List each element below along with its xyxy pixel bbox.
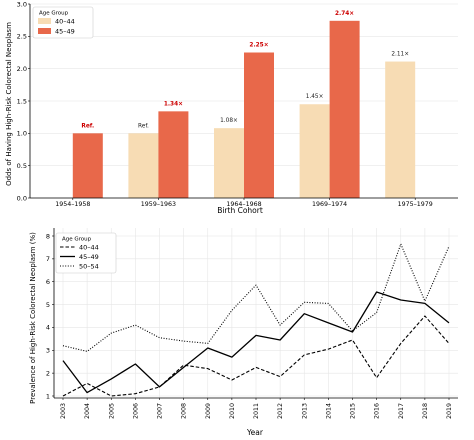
line-xtick-label: 2013 — [301, 403, 308, 419]
line-xtick-label: 2015 — [350, 403, 357, 419]
line-xtick-label: 2006 — [132, 403, 139, 419]
bar-ytick-label: 0.5 — [17, 162, 27, 170]
line-xtick-label: 2016 — [374, 403, 381, 419]
bar-legend-swatch-40-44 — [38, 18, 51, 24]
line-series-40-44 — [62, 315, 450, 397]
line-xtick-label: 2012 — [277, 403, 284, 419]
line-xtick-label: 2009 — [205, 403, 212, 419]
bar-ytick-label: 1.0 — [17, 130, 27, 138]
bar-chart-panel: Ref. Ref. 1.34× 1.08× 2.25× 1.45× 2.74× 2.11× 0… — [5, 0, 458, 215]
line-legend-label-50-54: 50–54 — [79, 263, 99, 271]
bar-45-49-1954-1958 — [72, 133, 103, 198]
bar-data-label: 2.74× — [335, 11, 354, 17]
line-chart-grid — [54, 228, 458, 398]
bar-data-label: Ref. — [81, 123, 94, 129]
bar-legend-label-45-49: 45–49 — [55, 28, 75, 36]
bar-chart-xlabel: Birth Cohort — [217, 206, 263, 215]
bar-45-49-1959-1963 — [158, 111, 189, 198]
line-xtick-label: 2018 — [422, 403, 429, 419]
line-xtick-label: 2003 — [60, 403, 67, 419]
bar-xtick-label: 1964–1968 — [226, 201, 261, 208]
bar-45-49-1969-1974 — [329, 20, 360, 198]
bar-40-44-1975-1979 — [385, 61, 416, 199]
line-series-45-49 — [62, 291, 450, 394]
line-xtick-label: 2007 — [157, 403, 164, 419]
bar-data-label: 2.11× — [391, 52, 409, 58]
bar-45-49-1964-1968 — [244, 52, 274, 198]
line-xtick-label: 2011 — [253, 403, 260, 419]
bar-ytick-label: 2.5 — [17, 33, 27, 41]
bar-legend-label-40-44: 40–44 — [55, 18, 75, 26]
line-xtick-label: 2014 — [325, 403, 332, 419]
bar-xtick-label: 1969–1974 — [312, 201, 347, 208]
line-xtick-label: 2017 — [398, 403, 405, 419]
bar-ytick-label: 0.0 — [17, 194, 27, 202]
bar-data-label: 2.25× — [249, 43, 268, 49]
bar-xtick-label: 1954–1958 — [55, 201, 90, 208]
line-xtick-label: 2008 — [181, 403, 188, 419]
line-xtick-label: 2004 — [84, 403, 91, 419]
line-xtick-label: 2010 — [229, 403, 236, 419]
bar-data-label: 1.34× — [164, 101, 183, 107]
bar-chart-legend: Age Group 40–44 45–49 — [32, 6, 94, 39]
line-ytick-label: 2 — [46, 369, 50, 377]
line-chart-axes: 1 2 3 4 5 6 7 8 2003 2004 2005 2006 2007 2008 2009 2010… — [46, 228, 458, 419]
bar-chart-bars: Ref. Ref. 1.34× 1.08× 2.25× 1.45× 2.74× 2.11× — [72, 11, 416, 199]
line-ytick-label: 7 — [46, 255, 50, 263]
line-series-50-54 — [62, 243, 450, 352]
line-xtick-label: 2019 — [446, 403, 453, 419]
bar-xtick-label: 1959–1963 — [141, 201, 176, 208]
line-legend-label-40-44: 40–44 — [79, 244, 99, 252]
bar-data-label: Ref. — [138, 123, 149, 129]
bar-chart-ylabel: Odds of Having High-Risk Colorectal Neop… — [5, 22, 13, 186]
bar-ytick-label: 3.0 — [17, 0, 27, 8]
bar-data-label: 1.08× — [220, 118, 238, 124]
bar-40-44-1959-1963 — [128, 133, 159, 198]
line-ytick-label: 5 — [46, 301, 50, 309]
bar-ytick-label: 2.0 — [17, 65, 27, 73]
line-chart-xlabel: Year — [246, 428, 264, 437]
line-chart-panel: 1 2 3 4 5 6 7 8 2003 2004 2005 2006 2007 2008 2009 2010… — [29, 228, 458, 437]
line-xtick-label: 2005 — [108, 403, 115, 419]
line-ytick-label: 3 — [46, 347, 50, 355]
line-chart-legend: Age Group 40–44 45–49 50–54 — [55, 232, 117, 274]
line-ytick-label: 1 — [46, 392, 50, 400]
bar-40-44-1969-1974 — [299, 104, 330, 198]
bar-legend-swatch-45-49 — [38, 28, 51, 34]
line-chart-ylabel: Prevalence of High-Risk Colorectal Neopl… — [29, 232, 37, 404]
bar-chart-axes: 0.0 0.5 1.0 1.5 2.0 2.5 3.0 1954–1958 1959–1963 1… — [17, 0, 458, 208]
line-chart-lines — [62, 243, 450, 397]
line-ytick-label: 8 — [46, 232, 50, 240]
bar-ytick-label: 1.5 — [17, 97, 27, 105]
bar-xtick-label: 1975–1979 — [398, 201, 433, 208]
line-ytick-label: 4 — [46, 324, 50, 332]
line-ytick-label: 6 — [46, 278, 50, 286]
bar-data-label: 1.45× — [306, 94, 324, 100]
bar-legend-title: Age Group — [39, 11, 69, 17]
line-legend-label-45-49: 45–49 — [79, 253, 99, 261]
line-legend-title: Age Group — [62, 237, 92, 243]
bar-40-44-1964-1968 — [214, 128, 244, 198]
